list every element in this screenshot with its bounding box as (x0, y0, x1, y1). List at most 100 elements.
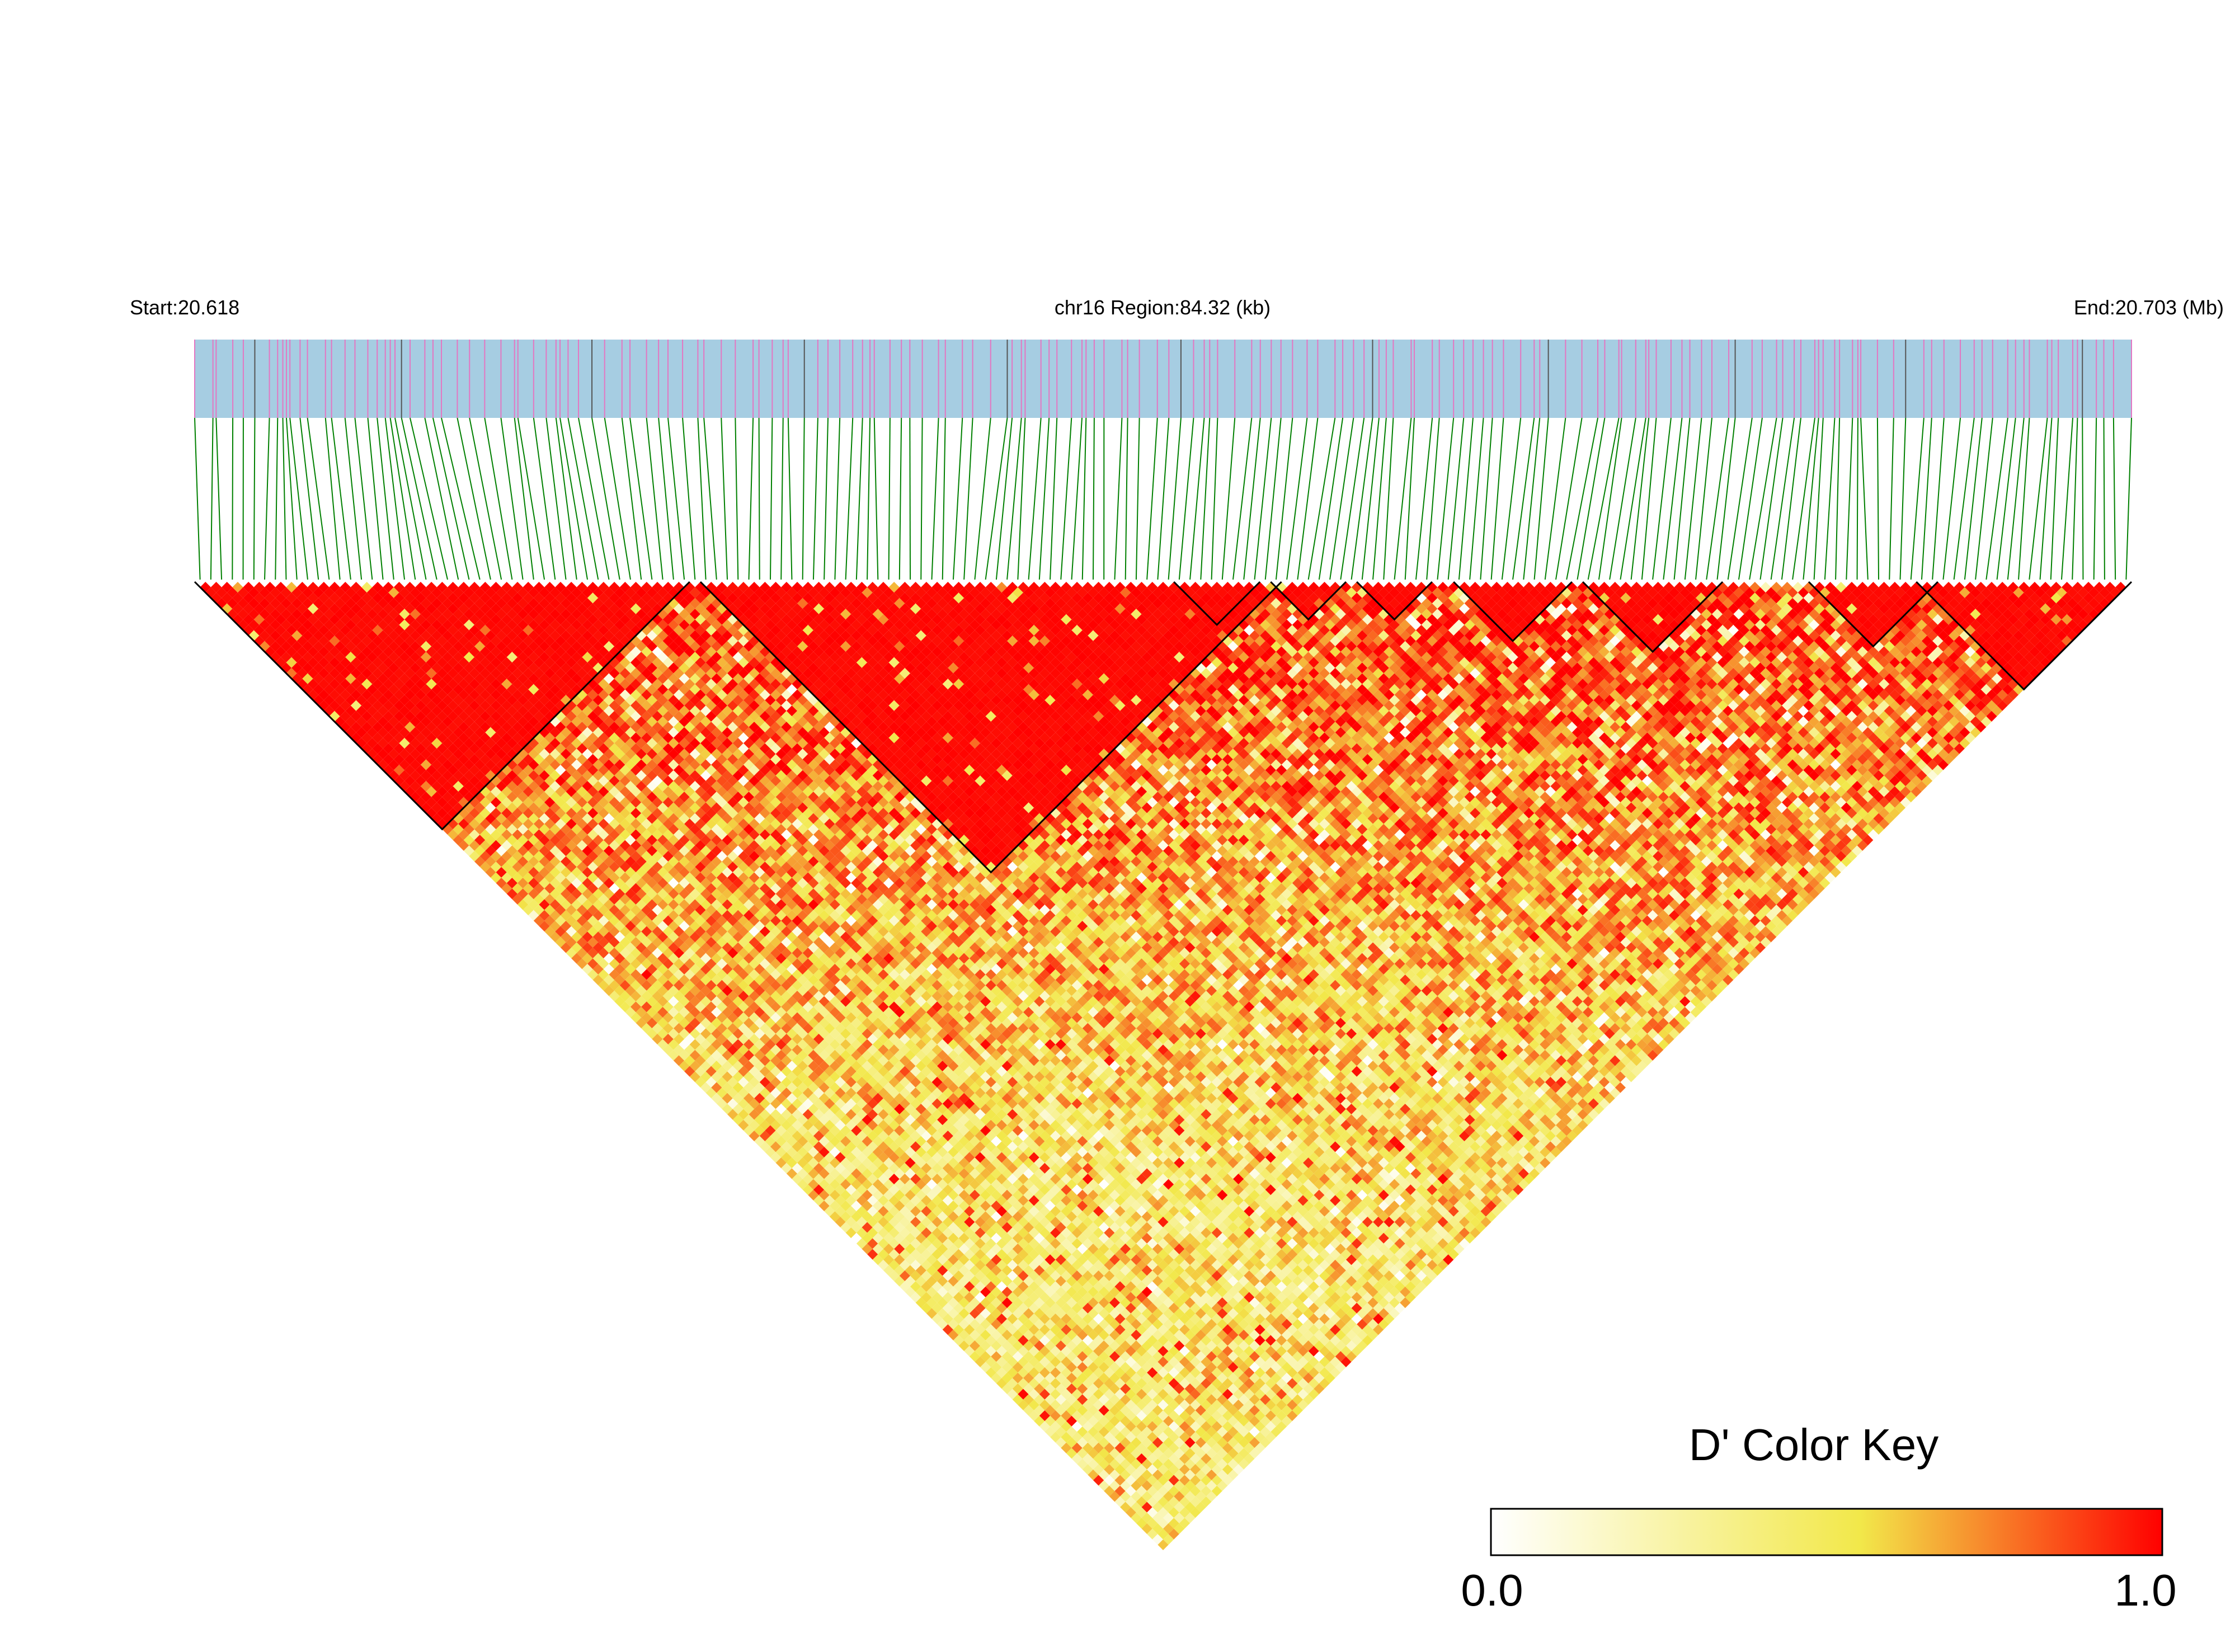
ld-cell (222, 582, 233, 593)
ld-cell (743, 1114, 755, 1126)
snp-connector-line (567, 417, 599, 580)
ld-cell (313, 673, 324, 684)
ld-cell (335, 705, 346, 717)
ld-cell (323, 694, 335, 706)
snp-connector-line (802, 417, 805, 580)
snp-connector-line (591, 417, 620, 580)
snp-connector-line (1232, 417, 1253, 580)
ld-cell (641, 1012, 652, 1023)
snp-connector-line (1555, 417, 1583, 580)
snp-connector-line (1383, 417, 1394, 580)
ld-cell (248, 630, 260, 641)
ld-cell (253, 624, 265, 636)
snp-connector-line (604, 417, 631, 580)
ld-cell (759, 1130, 770, 1142)
snp-connector-line (1114, 417, 1123, 580)
ld-cell (523, 883, 534, 894)
ld-cell (598, 958, 609, 969)
ld-cell (426, 797, 437, 808)
snp-connector-line (578, 417, 610, 580)
ld-cell (265, 636, 276, 647)
ld-cell (323, 673, 335, 684)
snp-connector-line (384, 417, 406, 580)
snp-connector-line (424, 417, 459, 580)
snp-connector-line (367, 417, 384, 580)
snp-position-marks (194, 340, 2132, 418)
ld-cell (291, 652, 303, 663)
ld-cell (431, 802, 443, 813)
ld-cell (921, 1302, 932, 1314)
ld-cell (781, 1152, 792, 1163)
ld-cell (722, 1082, 733, 1093)
snp-connector-line (2093, 417, 2097, 580)
ld-cell (619, 1001, 630, 1013)
ld-cell (619, 990, 630, 1002)
ld-cell (243, 614, 254, 625)
snp-connector-line (1587, 417, 1620, 580)
snp-connector-line (1050, 417, 1058, 580)
ld-cell (393, 743, 405, 754)
ld-cell (883, 1265, 895, 1276)
snp-connector-line (769, 417, 773, 580)
ld-cell (426, 786, 437, 797)
snp-connector-line (1458, 417, 1474, 580)
snp-connector-line (409, 417, 448, 580)
ld-cell (463, 813, 475, 824)
snp-connector-line (1695, 417, 1712, 580)
ld-cell (259, 609, 270, 620)
ld-cell (463, 823, 475, 835)
ld-cell (453, 834, 464, 846)
ld-cell (662, 1012, 674, 1023)
ld-cell (270, 652, 281, 663)
ld-cell (1082, 1453, 1093, 1465)
snp-connector-line (812, 417, 818, 580)
snp-connector-line (1641, 417, 1657, 580)
snp-connector-line (1146, 417, 1158, 580)
snp-connector-line (2007, 417, 2025, 580)
snp-connector-line (232, 417, 234, 580)
snp-connector-line (952, 417, 963, 580)
ld-cell (1125, 1496, 1136, 1508)
ld-cell (350, 732, 362, 743)
ld-cell (985, 1345, 996, 1357)
ld-cell (840, 1200, 851, 1212)
ld-cell (759, 1119, 770, 1131)
ld-cell (237, 609, 249, 620)
snp-connector-line (533, 417, 556, 580)
snp-connector-line (1835, 417, 1841, 580)
ld-cell (743, 1093, 755, 1104)
snp-connector-line (1985, 417, 2008, 580)
region-label: chr16 Region:84.32 (kb) (1055, 296, 1271, 319)
ld-cell (345, 716, 356, 727)
snp-connector-line (780, 417, 784, 580)
snp-connector-line (1200, 417, 1211, 580)
snp-connector-line (721, 417, 728, 580)
ld-cell (566, 947, 577, 959)
snp-connector-line (974, 417, 991, 580)
ld-cell (824, 1184, 835, 1196)
ld-cell (323, 684, 335, 695)
ld-cell (533, 905, 545, 916)
snp-connector-line (1264, 417, 1282, 580)
snp-connector-line (1533, 417, 1549, 580)
ld-cell (598, 980, 609, 991)
end-label: End:20.703 (Mb) (2074, 296, 2224, 319)
snp-connector-line (2125, 417, 2132, 580)
ld-cell (253, 603, 265, 614)
snp-connector-line (1577, 417, 1606, 580)
snp-connector-line (1275, 417, 1293, 580)
ld-cell (404, 764, 416, 776)
snp-connector-line (1081, 417, 1087, 580)
ld-cell (222, 592, 233, 604)
start-label: Start:20.618 (130, 296, 239, 319)
ld-cell (862, 1243, 873, 1255)
ld-cell (759, 1109, 770, 1120)
ld-cell (237, 619, 249, 630)
ld-cell (453, 823, 464, 835)
ld-cell (905, 1265, 916, 1276)
snp-connector-line (1028, 417, 1042, 580)
ld-cell (259, 619, 270, 630)
ld-cell (1066, 1448, 1077, 1459)
ld-cell (1023, 1394, 1034, 1405)
ld-cell (496, 856, 507, 867)
